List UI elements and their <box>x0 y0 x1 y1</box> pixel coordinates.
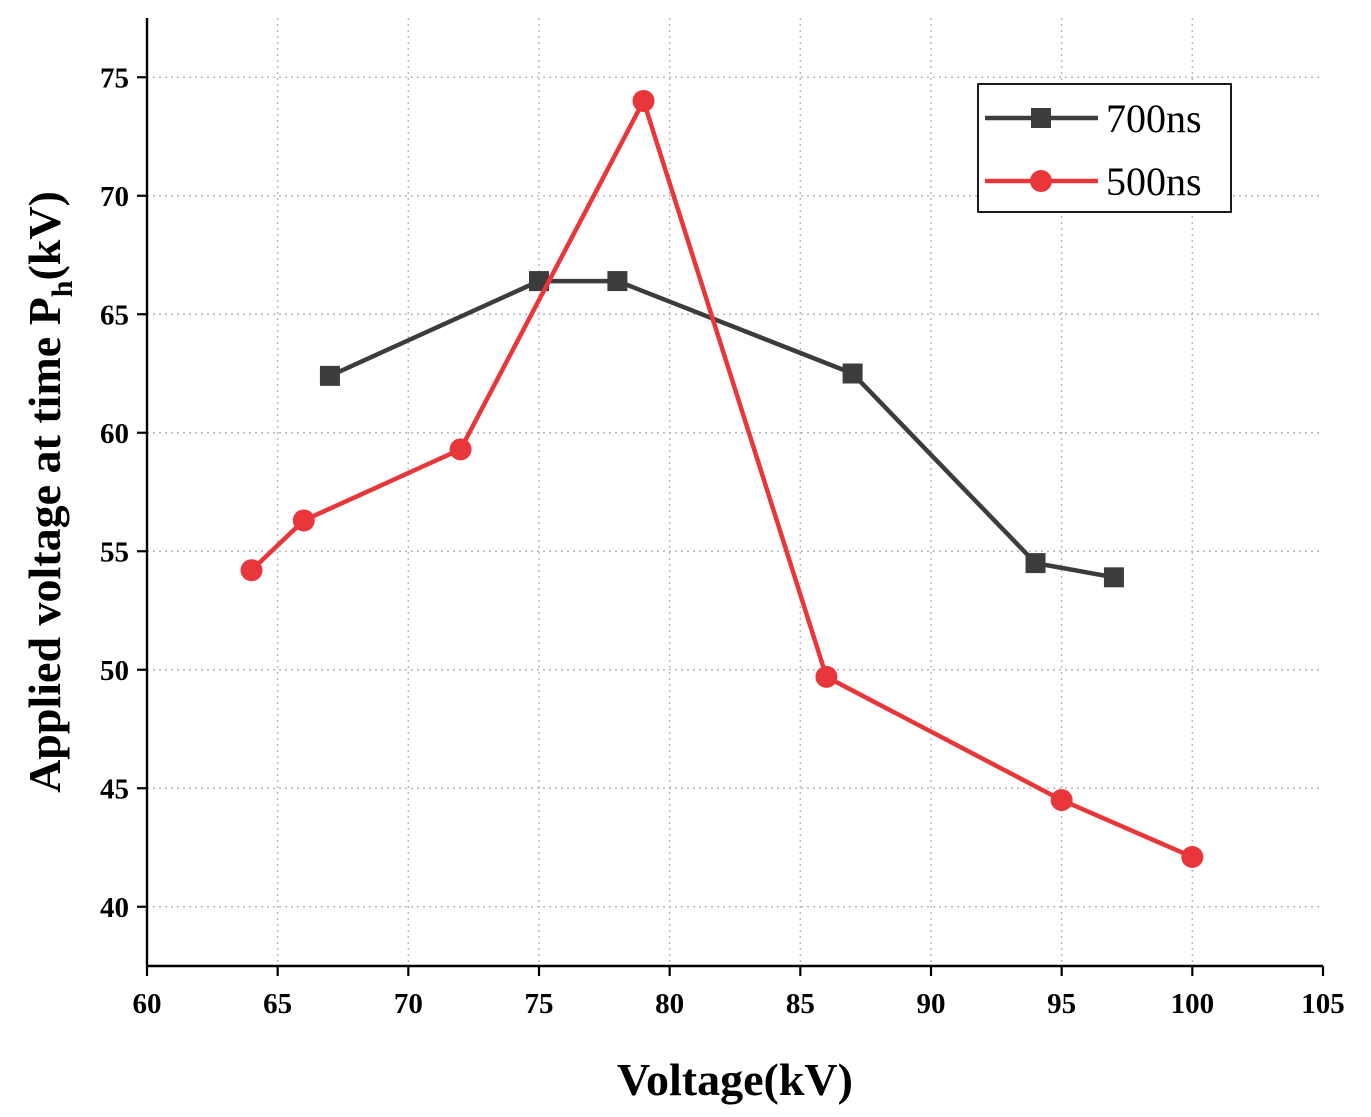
legend: 700ns 500ns <box>977 83 1232 213</box>
x-tick-label: 105 <box>1301 988 1345 1020</box>
data-point-500ns <box>449 438 472 461</box>
y-axis-ticks: 40 45 50 55 60 65 70 75 <box>100 62 147 924</box>
x-tick-label: 85 <box>786 988 815 1020</box>
y-tick-label: 60 <box>100 418 129 450</box>
y-tick-label: 40 <box>100 892 129 924</box>
axes <box>145 18 1323 968</box>
grid-lines <box>147 18 1323 966</box>
data-point-500ns <box>1050 789 1073 812</box>
y-tick-label: 75 <box>100 62 129 94</box>
y-axis-title-main: Applied voltage at time P <box>19 297 70 793</box>
x-tick-label: 80 <box>655 988 684 1020</box>
legend-label-700ns: 700ns <box>1106 96 1202 141</box>
y-tick-label: 50 <box>100 655 129 687</box>
x-tick-label: 60 <box>133 988 162 1020</box>
y-axis-title-unit: (kV) <box>19 191 70 280</box>
y-tick-label: 65 <box>100 299 129 331</box>
series-group <box>240 89 1204 868</box>
y-axis-title-subscript: h <box>46 280 79 297</box>
data-point-700ns <box>1025 553 1046 574</box>
series-500ns <box>240 89 1204 868</box>
series-line-500ns <box>249 98 1194 860</box>
data-point-500ns <box>815 665 838 688</box>
y-tick-label: 45 <box>100 773 129 805</box>
x-tick-label: 100 <box>1171 988 1215 1020</box>
x-tick-label: 75 <box>525 988 554 1020</box>
y-axis-title: Applied voltage at time Ph(kV) <box>19 191 79 793</box>
x-axis-title: Voltage(kV) <box>617 1054 853 1105</box>
y-tick-label: 55 <box>100 536 129 568</box>
series-line-700ns <box>329 278 1115 580</box>
legend-marker-700ns <box>1031 108 1051 128</box>
x-tick-label: 70 <box>394 988 423 1020</box>
data-point-500ns <box>1181 845 1204 868</box>
x-axis-ticks: 60 65 70 75 80 85 90 95 100 105 <box>133 966 1345 1020</box>
data-point-500ns <box>292 509 315 532</box>
series-700ns <box>319 271 1124 588</box>
data-point-700ns <box>1103 567 1124 588</box>
data-point-700ns <box>842 363 863 384</box>
legend-marker-500ns <box>1030 170 1052 192</box>
x-tick-label: 65 <box>263 988 292 1020</box>
data-point-500ns <box>632 89 655 112</box>
data-point-700ns <box>607 271 628 292</box>
data-point-500ns <box>240 559 263 582</box>
y-tick-label: 70 <box>100 181 129 213</box>
x-tick-label: 90 <box>917 988 946 1020</box>
legend-label-500ns: 500ns <box>1106 159 1202 204</box>
data-point-700ns <box>319 365 340 386</box>
x-tick-label: 95 <box>1047 988 1076 1020</box>
legend-box <box>977 83 1232 213</box>
